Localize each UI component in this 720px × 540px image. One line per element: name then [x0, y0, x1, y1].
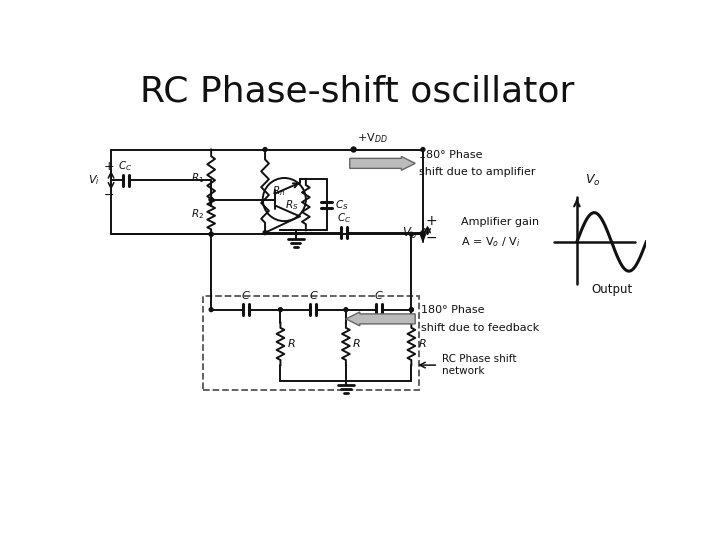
FancyArrow shape — [350, 157, 415, 170]
Text: Output: Output — [591, 283, 632, 296]
Text: shift due to feedback: shift due to feedback — [421, 323, 539, 333]
Circle shape — [421, 147, 425, 151]
Text: +: + — [426, 214, 438, 228]
Text: A = V$_o$ / V$_i$: A = V$_o$ / V$_i$ — [462, 235, 521, 249]
Text: V$_i$: V$_i$ — [89, 173, 100, 187]
Circle shape — [210, 232, 213, 236]
Circle shape — [344, 308, 348, 312]
Text: C$_S$: C$_S$ — [335, 198, 349, 212]
FancyArrow shape — [346, 312, 415, 326]
Text: 180° Phase: 180° Phase — [421, 305, 485, 315]
Circle shape — [210, 308, 213, 312]
Circle shape — [410, 308, 413, 312]
Text: RC Phase-shift oscillator: RC Phase-shift oscillator — [140, 74, 575, 108]
Text: C$_C$: C$_C$ — [337, 211, 351, 225]
Circle shape — [263, 147, 267, 151]
Text: C: C — [374, 291, 382, 301]
Text: +: + — [104, 160, 114, 173]
Circle shape — [351, 147, 356, 151]
Text: R: R — [353, 339, 361, 349]
Text: R$_S$: R$_S$ — [285, 198, 299, 212]
Text: −: − — [426, 231, 438, 245]
Text: 180° Phase: 180° Phase — [419, 150, 482, 159]
Circle shape — [410, 308, 413, 312]
Circle shape — [410, 232, 413, 236]
Circle shape — [421, 232, 425, 236]
Circle shape — [210, 198, 213, 201]
Text: R: R — [418, 339, 426, 349]
Circle shape — [210, 232, 213, 236]
Text: Amplifier gain: Amplifier gain — [462, 217, 539, 227]
Text: −: − — [104, 189, 114, 202]
Text: C: C — [242, 291, 250, 301]
Text: R$_2$: R$_2$ — [191, 207, 204, 221]
Text: R: R — [287, 339, 295, 349]
Text: C: C — [310, 291, 317, 301]
Text: R$_1$: R$_1$ — [191, 171, 204, 185]
Circle shape — [263, 231, 267, 234]
Circle shape — [210, 198, 213, 201]
Circle shape — [279, 308, 282, 312]
Text: V$_o$: V$_o$ — [402, 226, 417, 241]
Text: R$_n$: R$_n$ — [272, 184, 285, 198]
Text: C$_C$: C$_C$ — [119, 159, 133, 173]
Text: RC Phase shift
network: RC Phase shift network — [442, 354, 517, 376]
Text: shift due to amplifier: shift due to amplifier — [419, 167, 536, 177]
Circle shape — [421, 231, 425, 234]
Text: +V$_{DD}$: +V$_{DD}$ — [357, 131, 388, 145]
Text: V$_o$: V$_o$ — [585, 173, 600, 188]
